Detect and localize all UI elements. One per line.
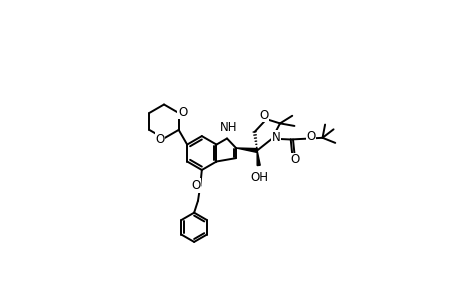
Polygon shape [257,151,260,166]
Polygon shape [235,148,257,152]
Text: O: O [289,153,298,166]
Text: O: O [155,133,164,146]
Text: OH: OH [250,171,268,184]
Text: O: O [190,179,200,192]
Text: O: O [259,109,268,122]
Text: NH: NH [219,121,237,134]
Text: O: O [178,106,187,119]
Text: N: N [271,130,280,144]
Text: O: O [306,130,315,143]
